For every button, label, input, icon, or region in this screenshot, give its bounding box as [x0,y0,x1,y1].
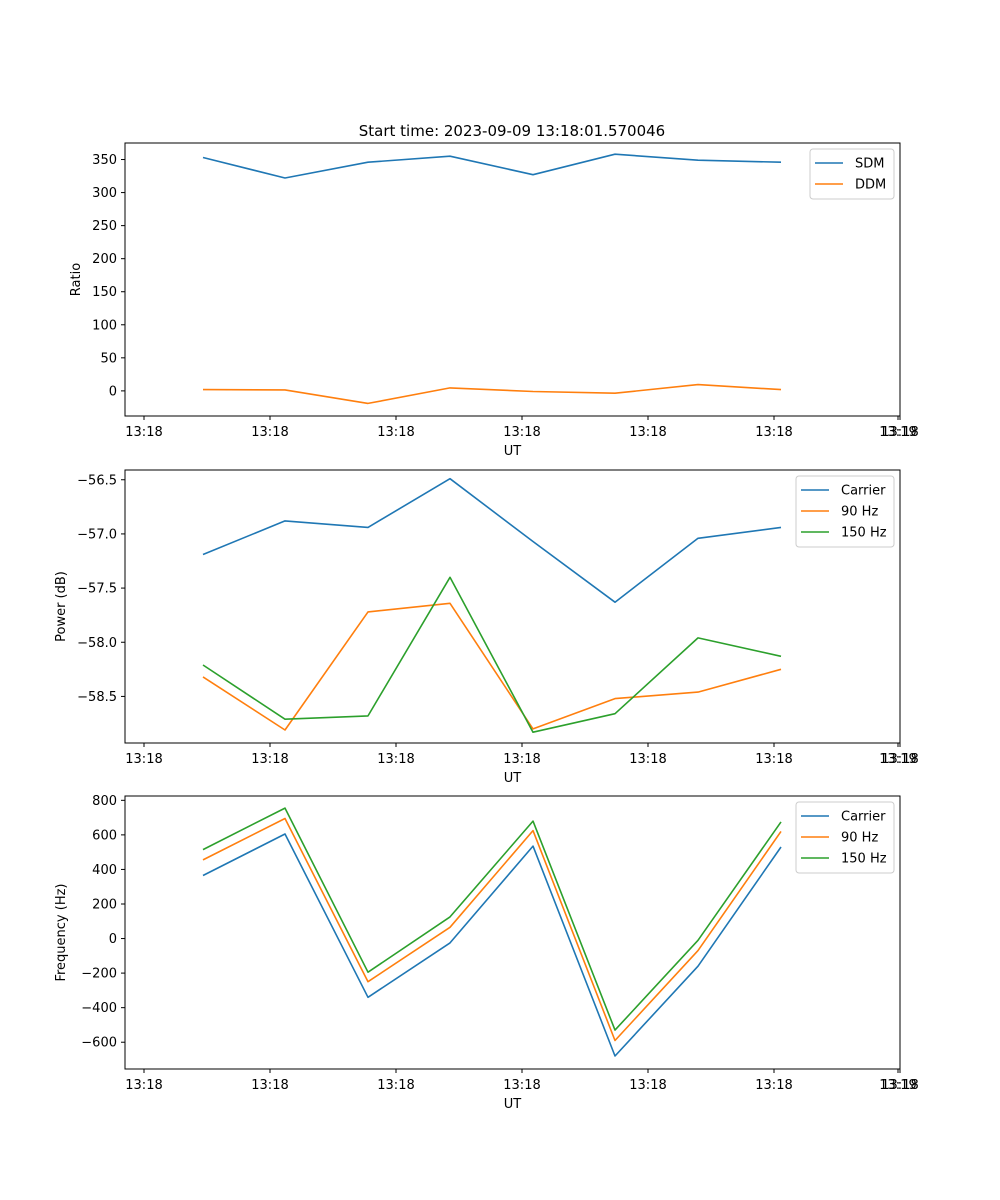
y-tick-label: 800 [92,794,117,809]
legend-box [809,148,895,200]
legend-label: 150 Hz [841,852,887,867]
y-tick-label: −400 [81,1001,117,1016]
y-axis-label: Power (dB) [54,571,69,642]
series-line [202,833,782,1057]
y-tick-label: 600 [92,828,117,843]
series-line [202,817,782,1042]
y-tick-label: −600 [81,1036,117,1051]
ratio-panel: 13:18 13:18 13:18 13:18 13:18 13:18 13:1813:19… [69,142,919,459]
y-tick-label: 200 [92,252,117,267]
x-axis-label: UT [504,771,522,786]
x-tick-label: 13:18 [125,425,162,440]
x-tick-label: 13:18 [503,425,540,440]
axes-frame [124,795,901,1070]
x-tick-label: 13:18 [125,752,162,767]
x-tick-label: 13:18 [251,752,288,767]
x-tick-label: 13:18 [629,1078,666,1093]
x-tick-label: 13:18 [629,425,666,440]
y-tick-label: 0 [109,932,117,947]
x-tick-label: 13:18 [755,1078,792,1093]
x-tick-label: 13:18 [503,1078,540,1093]
x-tick-label: 13:18 [251,1078,288,1093]
legend-label: SDM [855,157,884,172]
axes-frame [124,142,901,417]
y-tick-label: 400 [92,863,117,878]
y-axis-label: Ratio [69,263,84,296]
power-panel: 13:18 13:18 13:18 13:18 13:18 13:18 13:1813:19… [54,469,919,786]
legend-label: 90 Hz [841,831,878,846]
y-tick-label: 200 [92,897,117,912]
x-tick-label: 13:18 [251,425,288,440]
series-line [202,602,782,731]
y-tick-label: −56.5 [77,473,117,488]
x-tick-label: 13:18 [629,752,666,767]
x-tick-label: 13:18 [755,752,792,767]
legend-label: Carrier [841,484,886,499]
y-tick-label: 300 [92,186,117,201]
series-line [202,383,782,405]
series-line [202,807,782,1031]
x-tick-label: 13:18 [377,1078,414,1093]
y-tick-label: −58.0 [77,636,117,651]
x-tick-label: 13:19 [879,752,916,767]
y-tick-label: −57.0 [77,527,117,542]
y-tick-label: −57.5 [77,582,117,597]
figure-title: Start time: 2023-09-09 13:18:01.570046 [359,122,665,140]
legend-label: 90 Hz [841,505,878,520]
x-tick-label: 13:19 [879,1078,916,1093]
x-tick-label: 13:18 [755,425,792,440]
frequency-panel: 13:18 13:18 13:18 13:18 13:18 13:18 13:1813:19… [54,794,919,1112]
series-line [202,477,782,604]
x-tick-label: 13:18 [881,1078,918,1093]
x-tick-label: 13:18 [881,752,918,767]
series-line [202,153,782,179]
legend-box [795,475,895,548]
x-tick-label: 13:19 [879,425,916,440]
x-axis-label: UT [504,1097,522,1112]
y-axis-label: Frequency (Hz) [54,883,69,981]
x-tick-label: 13:18 [503,752,540,767]
series-line [202,576,782,734]
x-tick-label: 13:18 [377,425,414,440]
legend-label: DDM [855,178,886,193]
legend-box [795,801,895,874]
y-tick-label: 100 [92,318,117,333]
y-tick-label: −58.5 [77,690,117,705]
y-tick-label: 50 [100,351,117,366]
x-axis-label: UT [504,444,522,459]
y-tick-label: −200 [81,967,117,982]
x-tick-label: 13:18 [881,425,918,440]
legend-label: Carrier [841,810,886,825]
y-tick-label: 350 [92,153,117,168]
y-tick-label: 0 [109,384,117,399]
y-tick-label: 150 [92,285,117,300]
y-tick-label: 250 [92,219,117,234]
legend-label: 150 Hz [841,526,887,541]
x-tick-label: 13:18 [377,752,414,767]
x-tick-label: 13:18 [125,1078,162,1093]
